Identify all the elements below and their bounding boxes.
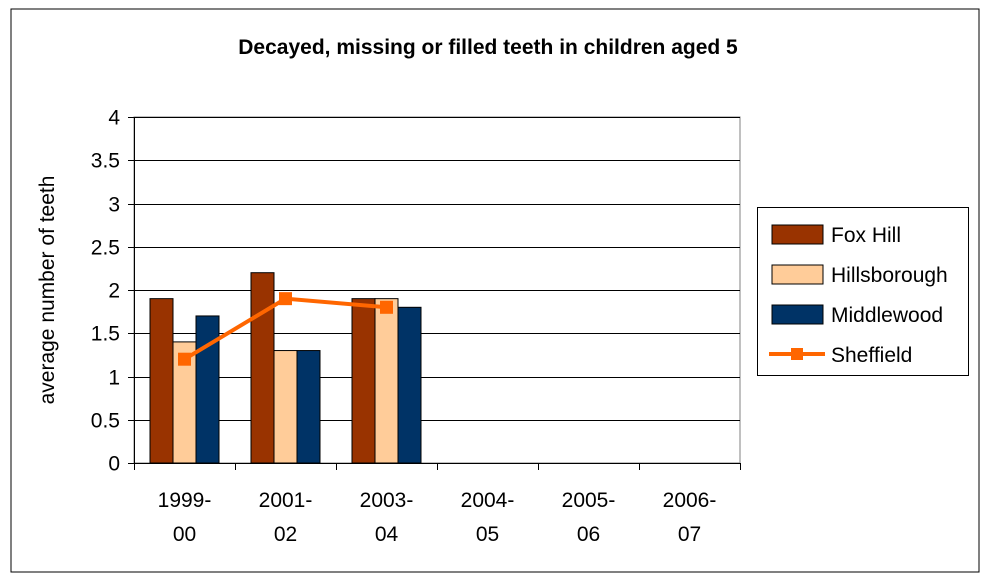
bar-hillsborough	[374, 298, 399, 464]
y-axis-label: average number of teeth	[36, 176, 59, 405]
x-tick-label: 2004-05	[461, 489, 515, 546]
bar-fox-hill	[351, 298, 376, 464]
y-tick-label: 2.5	[91, 237, 120, 260]
legend-swatch-hillsborough	[771, 264, 824, 285]
legend-label-sheffield: Sheffield	[831, 344, 912, 367]
x-tick-label: 2006-07	[663, 489, 717, 546]
bar-fox-hill	[149, 298, 174, 464]
bar-middlewood	[195, 315, 220, 464]
point-sheffield	[279, 292, 292, 306]
y-tick-label: 2	[108, 280, 120, 303]
y-tick-label: 4	[108, 107, 120, 130]
y-tick-label: 3	[108, 194, 120, 217]
chart-title: Decayed, missing or filled teeth in chil…	[238, 36, 738, 59]
legend: Fox Hill Hillsborough Middlewood Sheffield	[757, 207, 969, 376]
x-tick-label: 1999-00	[158, 489, 212, 546]
legend-swatch-middlewood	[771, 304, 824, 325]
legend-label-hillsborough: Hillsborough	[831, 264, 948, 287]
bar-hillsborough	[273, 350, 298, 464]
x-tick-label: 2003-04	[360, 489, 414, 546]
y-tick-label: 3.5	[91, 150, 120, 173]
plot-area: 0 0.5 1 1.5 2 2.5 3 3.5 4 1999-00 2001-02 2003-04 20…	[91, 107, 741, 546]
legend-label-middlewood: Middlewood	[831, 304, 943, 327]
bar-middlewood	[397, 306, 422, 464]
x-tick-label: 2001-02	[259, 489, 313, 546]
legend-swatch-fox-hill	[771, 224, 824, 245]
y-tick-label: 0.5	[91, 410, 120, 433]
point-sheffield	[380, 300, 393, 314]
legend-marker-sheffield	[791, 348, 803, 360]
x-tick-label: 2005-06	[562, 489, 616, 546]
y-tick-label: 1.5	[91, 323, 120, 346]
y-tick-label: 1	[108, 367, 120, 390]
bar-middlewood	[296, 350, 321, 464]
bar-fox-hill	[250, 272, 275, 464]
legend-label-fox-hill: Fox Hill	[831, 224, 901, 247]
point-sheffield	[178, 352, 191, 366]
y-tick-label: 0	[108, 453, 120, 476]
